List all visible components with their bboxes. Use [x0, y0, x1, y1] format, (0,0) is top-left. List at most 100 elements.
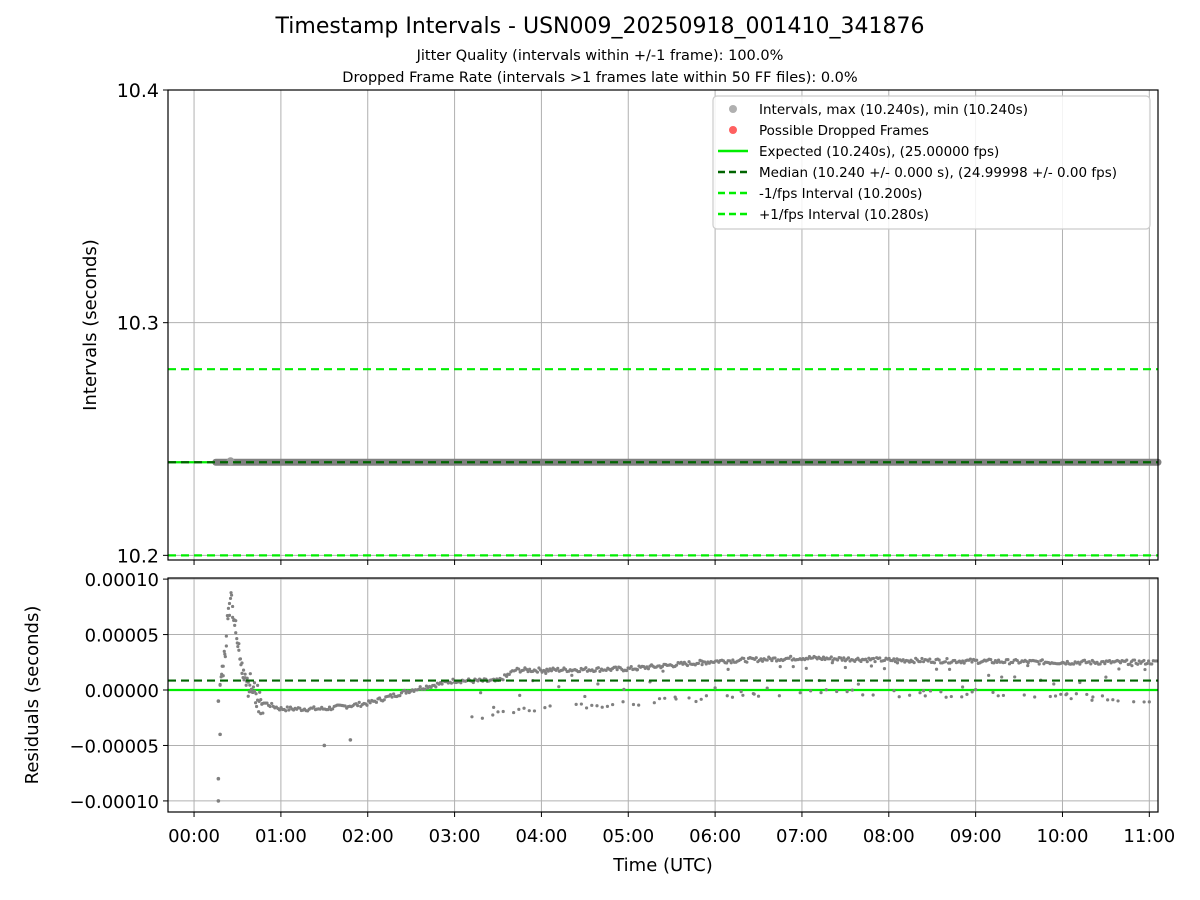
residual-point [331, 707, 335, 711]
residual-point [1132, 700, 1136, 704]
residual-point [725, 694, 729, 698]
residual-point [382, 698, 386, 702]
residual-point [1136, 662, 1140, 666]
residual-point [739, 690, 743, 694]
residual-point [850, 688, 854, 692]
residual-point [829, 655, 833, 659]
residual-point [730, 695, 735, 699]
residual-point [596, 666, 600, 670]
residual-point [235, 637, 239, 641]
residual-point [224, 634, 228, 638]
residual-point [496, 710, 500, 714]
residual-point [1064, 662, 1068, 666]
residual-point [574, 702, 578, 706]
residual-point [1116, 699, 1120, 703]
residual-point [962, 661, 966, 665]
residual-point [605, 704, 610, 708]
residual-point [918, 660, 923, 664]
residuals-xtick-label: 11:00 [1123, 826, 1175, 847]
residual-point [1147, 700, 1151, 704]
residual-point [223, 652, 227, 656]
dropped-frame-subtitle: Dropped Frame Rate (intervals >1 frames … [342, 70, 858, 86]
residual-point [937, 658, 941, 662]
residual-point [975, 658, 979, 662]
residual-point [809, 689, 813, 693]
residual-outlier-point [322, 743, 327, 748]
residual-point [312, 705, 316, 709]
residual-point [1104, 675, 1108, 679]
residuals-xtick-label: 09:00 [950, 826, 1002, 847]
residual-point [839, 656, 843, 660]
residual-point [1053, 694, 1058, 698]
residual-point [947, 667, 952, 671]
residual-point [661, 669, 665, 673]
residual-point [944, 695, 948, 699]
residual-point [231, 615, 235, 619]
residual-point [777, 694, 781, 698]
residual-point [923, 694, 927, 698]
residual-point [856, 682, 860, 686]
residual-point [873, 659, 877, 664]
residuals-xtick-label: 08:00 [863, 826, 915, 847]
residual-point [392, 692, 396, 696]
residual-point [932, 661, 937, 665]
residual-point [773, 656, 777, 660]
residual-point [226, 606, 231, 610]
residual-point [635, 668, 639, 672]
residual-point [756, 694, 761, 698]
residual-point [835, 658, 840, 662]
legend-label-0: Intervals, max (10.240s), min (10.240s) [759, 102, 1028, 118]
residual-point [657, 697, 662, 701]
residual-point [1036, 659, 1040, 664]
residual-point [869, 664, 874, 668]
residual-point [652, 701, 656, 705]
residual-point [1147, 659, 1151, 663]
residual-point [629, 665, 633, 669]
residual-point [1040, 658, 1044, 662]
residual-point [765, 658, 769, 662]
residual-point [1037, 662, 1041, 666]
residual-point [356, 704, 360, 708]
residual-point [596, 682, 600, 686]
residual-point [237, 648, 241, 652]
residual-point [231, 604, 235, 609]
residual-point [613, 665, 618, 669]
residual-point [1143, 667, 1147, 672]
residual-point [258, 690, 262, 694]
residual-point [298, 706, 302, 710]
residual-point [1065, 692, 1069, 696]
residual-point [864, 657, 868, 661]
residual-outlier-point [216, 776, 221, 781]
residual-point [451, 677, 455, 681]
residual-point [741, 693, 745, 697]
residual-point [696, 661, 701, 665]
residual-point [526, 669, 530, 674]
residual-point [1111, 698, 1115, 702]
residual-point [1142, 658, 1146, 663]
residual-point [227, 613, 232, 617]
residual-point [256, 683, 260, 687]
residual-point [250, 690, 255, 694]
residual-point [578, 669, 582, 674]
residual-point [285, 705, 289, 709]
residual-point [970, 660, 974, 664]
residual-point [745, 660, 749, 664]
residual-point [928, 689, 933, 693]
residual-point [713, 686, 717, 690]
residual-point [1090, 698, 1094, 702]
residual-point [327, 705, 332, 709]
residual-point [251, 685, 256, 689]
residual-point [882, 667, 887, 671]
residual-point [820, 657, 824, 662]
residual-point [259, 698, 263, 702]
residual-point [402, 688, 407, 693]
residual-point [1069, 697, 1073, 701]
residual-outlier-point [216, 799, 221, 803]
residual-point [1107, 659, 1112, 663]
residual-point [234, 631, 238, 635]
residual-point [928, 657, 932, 661]
residual-point [238, 657, 242, 661]
intervals-ytick-label: 10.4 [117, 80, 159, 102]
residual-point [261, 711, 265, 715]
residuals-ytick-label: −0.00005 [69, 736, 159, 757]
